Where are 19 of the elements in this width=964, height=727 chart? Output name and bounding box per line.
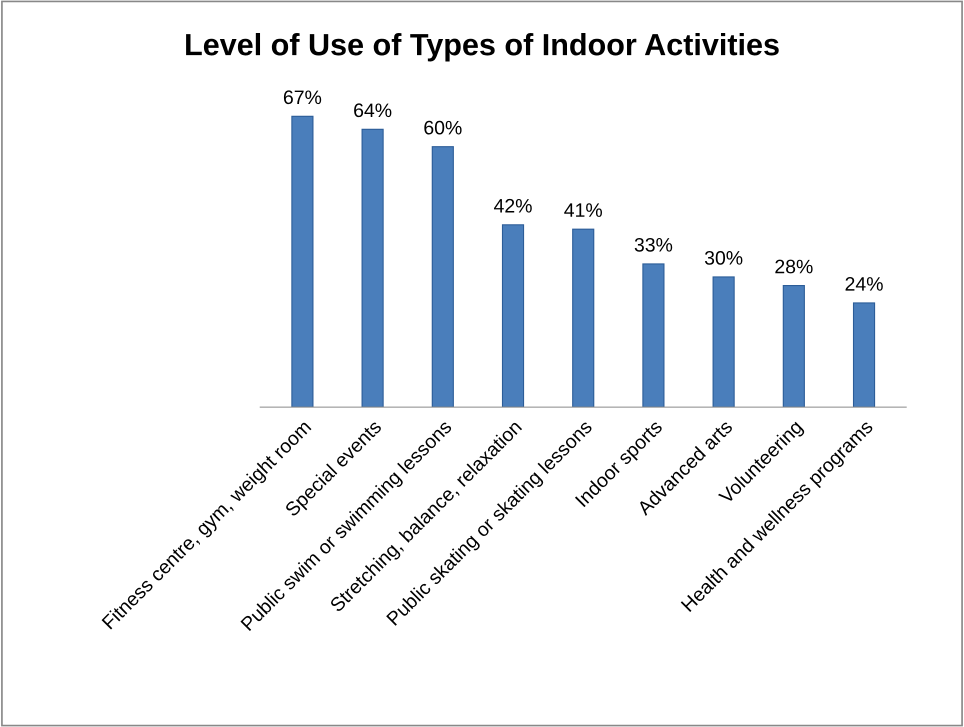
data-label: 33% — [634, 238, 672, 252]
data-label: 30% — [704, 250, 742, 265]
data-label: 41% — [564, 203, 602, 217]
bar — [782, 285, 805, 408]
bar — [712, 276, 735, 408]
data-label: 67% — [284, 90, 322, 104]
bar — [502, 224, 524, 408]
data-label: 28% — [775, 260, 813, 274]
data-label: 60% — [424, 120, 462, 135]
data-label: 64% — [354, 103, 392, 118]
data-label: 24% — [846, 277, 883, 291]
bar — [432, 146, 454, 408]
bar — [362, 128, 384, 408]
bar — [291, 116, 314, 408]
data-label: 42% — [494, 198, 532, 213]
bar — [852, 302, 876, 408]
bar — [642, 263, 665, 408]
bar — [572, 228, 594, 408]
chart-title: Level of Use of Types of Indoor Activities — [186, 33, 779, 62]
